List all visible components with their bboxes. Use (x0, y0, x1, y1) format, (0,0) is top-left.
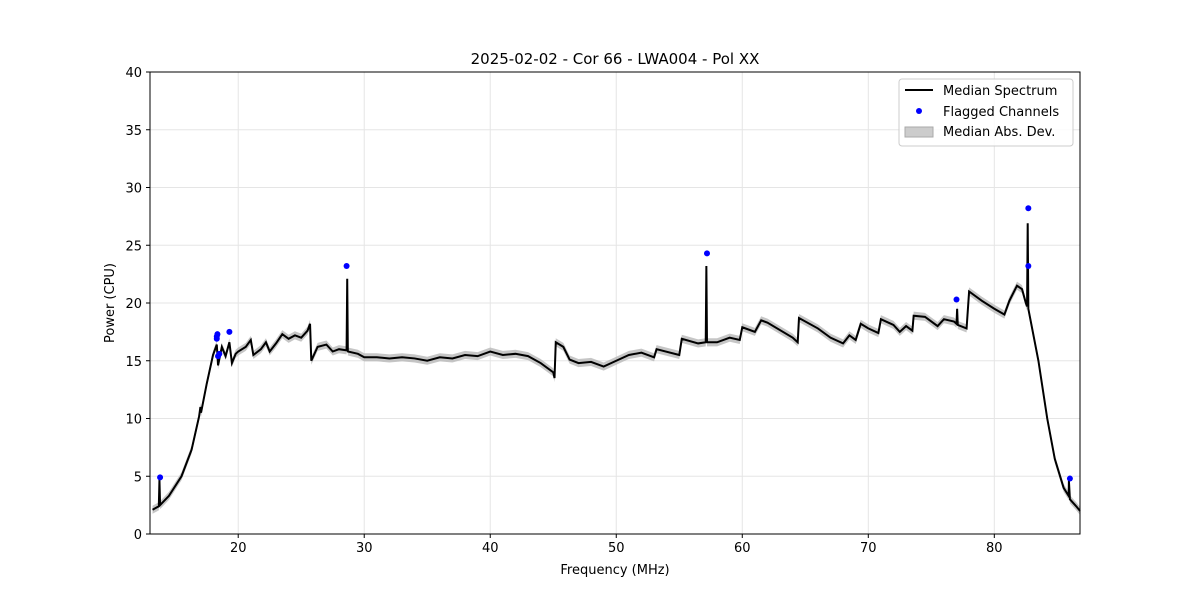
flagged-points (157, 205, 1073, 482)
legend-band-swatch (904, 126, 934, 138)
x-tick-label: 60 (734, 541, 751, 556)
y-tick-label: 20 (125, 297, 142, 312)
x-tick-label: 80 (986, 541, 1003, 556)
flagged-channel-point (157, 474, 164, 481)
flagged-channel-point (226, 328, 233, 335)
chart-title: 2025-02-02 - Cor 66 - LWA004 - Pol XX (471, 50, 760, 68)
flagged-channel-point (214, 331, 221, 338)
y-tick-label: 0 (134, 528, 142, 543)
flagged-channel-point (1025, 205, 1032, 212)
y-axis-label: Power (CPU) (103, 263, 118, 343)
grid (150, 71, 1080, 535)
legend-flagged: Flagged Channels (943, 105, 1059, 120)
median-line (152, 223, 1081, 512)
legend-median: Median Spectrum (943, 84, 1057, 99)
legend-box (898, 78, 1074, 147)
x-tick-label: 40 (482, 541, 499, 556)
flagged-channel-point (1025, 263, 1032, 270)
y-tick-label: 25 (125, 239, 142, 254)
x-tick-label: 70 (860, 541, 877, 556)
x-tick-label: 50 (608, 541, 625, 556)
axis-ticks: 20 30 40 50 60 70 80 0 5 10 15 20 25 30 35 40 (125, 66, 1002, 556)
y-tick-label: 5 (134, 470, 142, 485)
y-tick-label: 40 (125, 66, 142, 81)
legend-point-swatch (916, 108, 922, 114)
y-tick-label: 35 (125, 124, 142, 139)
flagged-channel-point (343, 263, 350, 270)
x-axis-label: Frequency (MHz) (560, 563, 669, 578)
y-tick-label: 10 (125, 413, 142, 428)
y-tick-label: 30 (125, 182, 142, 197)
legend: Median Spectrum Flagged Channels Median … (898, 78, 1074, 147)
flagged-channel-point (953, 296, 960, 303)
legend-mad: Median Abs. Dev. (943, 125, 1055, 140)
median-spectrum-line (152, 223, 1081, 512)
flagged-channel-point (216, 350, 223, 357)
x-tick-label: 30 (356, 541, 373, 556)
y-tick-label: 15 (125, 355, 142, 370)
flagged-channel-point (213, 335, 220, 342)
x-tick-label: 20 (230, 541, 247, 556)
flagged-channel-point (703, 250, 710, 257)
flagged-channel-point (1066, 475, 1073, 482)
